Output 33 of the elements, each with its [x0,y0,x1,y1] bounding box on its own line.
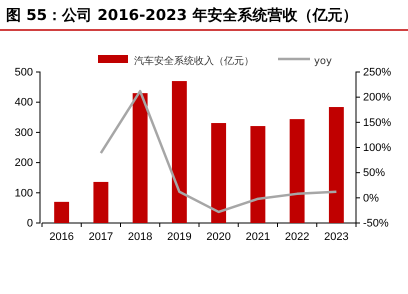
y2-tick-label: 50% [363,167,386,180]
y-tick-label: 400 [14,96,33,109]
x-tick-label: 2020 [206,230,231,243]
x-tick-label: 2021 [246,230,270,243]
x-tick-label: 2016 [49,230,74,243]
bar [172,81,187,223]
y2-tick-label: 200% [363,92,392,104]
y-tick-label: 500 [14,66,33,79]
y2-tick-label: 150% [363,116,392,129]
bar [250,126,266,223]
legend-label: yoy [314,56,332,67]
x-tick-label: 2019 [167,230,192,243]
y-tick-label: 100 [14,187,33,200]
line-series [100,90,338,214]
y2-tick-label: -50% [363,218,389,230]
x-tick-label: 2023 [324,230,349,243]
y2-tick-label: 100% [363,142,392,154]
y2-tick-label: 250% [363,66,392,79]
bar [93,182,108,223]
bar [290,119,305,223]
bar [132,93,148,223]
legend-label: 汽车安全系统收入（亿元） [134,55,254,67]
y2-tick-label: 0% [363,192,380,204]
x-tick-label: 2022 [284,230,310,243]
bar [211,123,226,223]
bar [54,202,70,223]
chart-title: 图 55：公司 2016-2023 年安全系统营收（亿元） [6,6,358,24]
y-tick-label: 300 [14,126,33,139]
y-tick-label: 200 [14,157,33,170]
bar [328,107,344,223]
y-tick-label: 0 [26,218,33,230]
x-tick-label: 2018 [128,230,152,243]
x-tick-label: 2017 [88,230,114,243]
